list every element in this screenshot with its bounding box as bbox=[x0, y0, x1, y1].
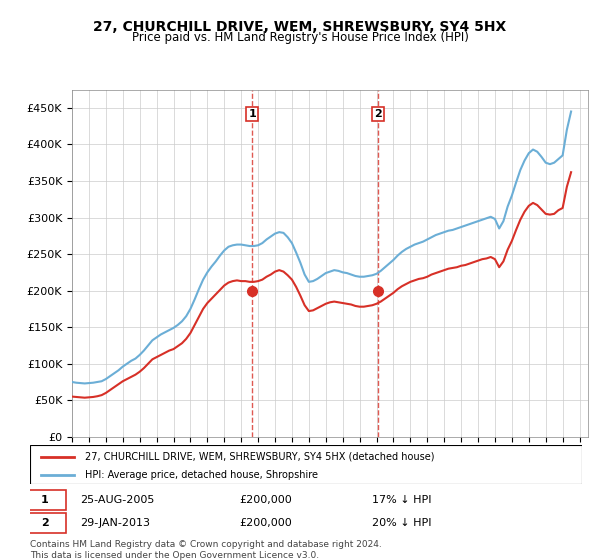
FancyBboxPatch shape bbox=[30, 445, 582, 484]
Text: Price paid vs. HM Land Registry's House Price Index (HPI): Price paid vs. HM Land Registry's House … bbox=[131, 31, 469, 44]
FancyBboxPatch shape bbox=[25, 490, 66, 510]
Text: 20% ↓ HPI: 20% ↓ HPI bbox=[372, 518, 432, 528]
Text: 29-JAN-2013: 29-JAN-2013 bbox=[80, 518, 149, 528]
Text: 17% ↓ HPI: 17% ↓ HPI bbox=[372, 495, 432, 505]
Text: £200,000: £200,000 bbox=[240, 495, 293, 505]
Text: 2: 2 bbox=[41, 518, 49, 528]
Text: 27, CHURCHILL DRIVE, WEM, SHREWSBURY, SY4 5HX (detached house): 27, CHURCHILL DRIVE, WEM, SHREWSBURY, SY… bbox=[85, 452, 434, 462]
Text: £200,000: £200,000 bbox=[240, 518, 293, 528]
FancyBboxPatch shape bbox=[25, 513, 66, 533]
Text: 1: 1 bbox=[248, 109, 256, 119]
Text: Contains HM Land Registry data © Crown copyright and database right 2024.
This d: Contains HM Land Registry data © Crown c… bbox=[30, 540, 382, 560]
Text: 2: 2 bbox=[374, 109, 382, 119]
Text: 25-AUG-2005: 25-AUG-2005 bbox=[80, 495, 154, 505]
Text: HPI: Average price, detached house, Shropshire: HPI: Average price, detached house, Shro… bbox=[85, 470, 318, 479]
Text: 1: 1 bbox=[41, 495, 49, 505]
Text: 27, CHURCHILL DRIVE, WEM, SHREWSBURY, SY4 5HX: 27, CHURCHILL DRIVE, WEM, SHREWSBURY, SY… bbox=[94, 20, 506, 34]
